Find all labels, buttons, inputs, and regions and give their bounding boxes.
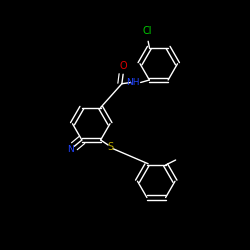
Text: O: O bbox=[119, 61, 127, 71]
Text: NH: NH bbox=[126, 78, 139, 87]
Text: N: N bbox=[67, 146, 74, 154]
Text: Cl: Cl bbox=[142, 26, 152, 36]
Text: S: S bbox=[108, 142, 114, 152]
